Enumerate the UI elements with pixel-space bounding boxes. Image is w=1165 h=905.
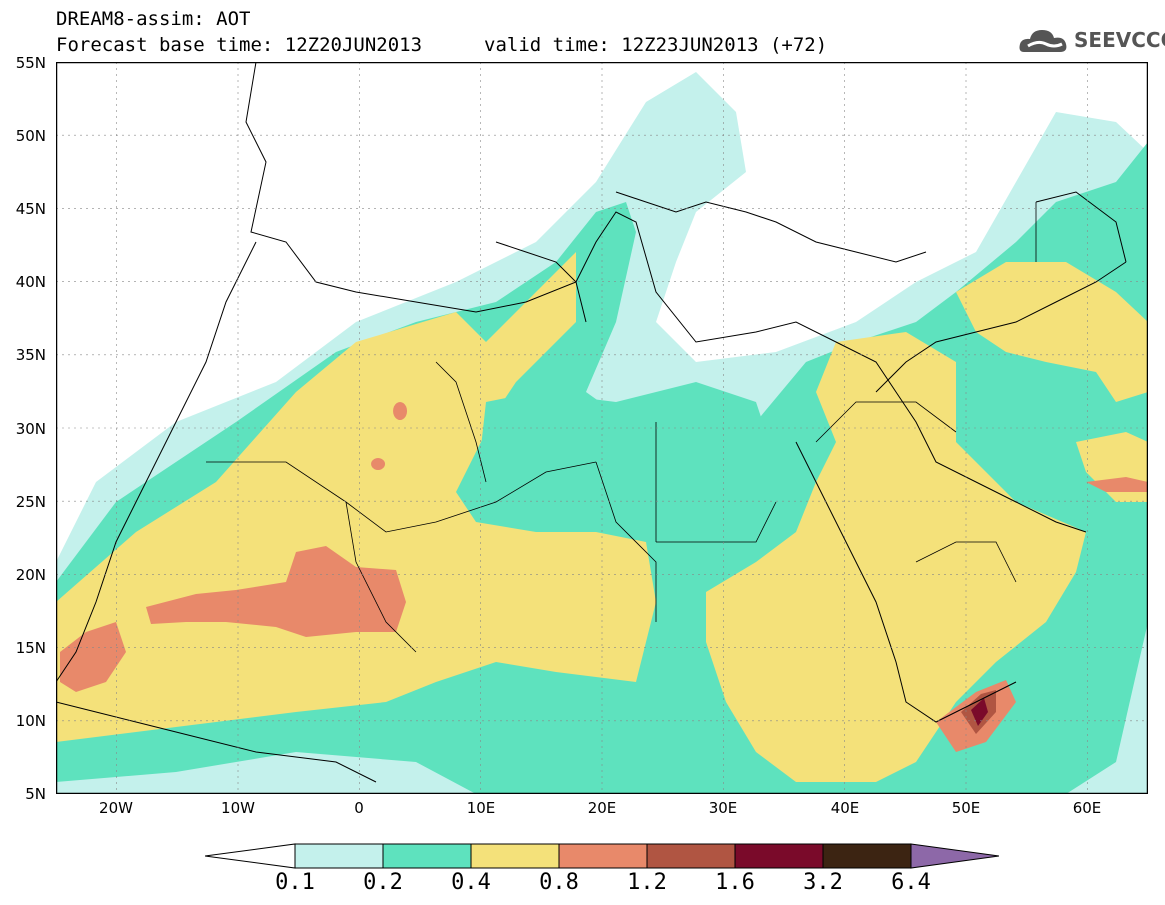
aot-band-0.8-spot2 [371,458,386,470]
title-line-2: Forecast base time: 12Z20JUN2013 [56,34,423,56]
lat-label-35n: 35N [15,346,46,364]
colorbar-label-0: 0.1 [275,870,315,895]
map-frame [56,62,1148,794]
lon-label-10e: 10E [466,799,496,817]
lat-label-25n: 25N [15,493,46,511]
colorbar-label-4: 1.2 [627,870,667,895]
colorbar-swatch-6 [822,843,912,869]
colorbar-label-7: 6.4 [891,870,931,895]
colorbar [204,841,1000,871]
colorbar-below-arrow [204,843,296,869]
colorbar-label-1: 0.2 [363,870,403,895]
borders [206,202,1037,653]
aot-band-0.8-gulf [1086,477,1148,492]
coastlines [56,62,1127,783]
colorbar-swatch-4 [646,843,736,869]
lat-label-5n: 5N [25,785,46,803]
lon-label-20e: 20E [587,799,617,817]
aot-map [56,62,1148,794]
colorbar-label-5: 1.6 [715,870,755,895]
lon-label-20w: 20W [99,799,133,817]
lat-label-45n: 45N [15,200,46,218]
lon-label-0: 0 [354,799,364,817]
lat-label-20n: 20N [15,566,46,584]
colorbar-above-arrow [910,843,1000,869]
lon-label-30e: 30E [708,799,738,817]
lat-label-40n: 40N [15,273,46,291]
lat-label-50n: 50N [15,127,46,145]
title-line-1: DREAM8-assim: AOT [56,8,251,30]
gridlines [56,62,1148,794]
colorbar-swatch-1 [382,843,472,869]
colorbar-swatch-5 [734,843,824,869]
aot-band-0.8-spot1 [393,402,408,420]
colorbar-label-2: 0.4 [451,870,491,895]
lat-label-15n: 15N [15,639,46,657]
lat-label-10n: 10N [15,712,46,730]
lon-label-40e: 40E [830,799,860,817]
aot-band-0.8-west [60,622,126,692]
aot-band-0.2-libya [476,382,816,562]
lat-label-30n: 30N [15,420,46,438]
title-line-3: valid time: 12Z23JUN2013 (+72) [484,34,828,56]
colorbar-swatch-3 [558,843,648,869]
colorbar-label-6: 3.2 [803,870,843,895]
lon-label-10w: 10W [221,799,255,817]
colorbar-swatch-0 [294,843,384,869]
colorbar-label-3: 0.8 [539,870,579,895]
lat-label-55n: 55N [15,54,46,72]
seevccc-logo: SEEVCCC [1018,22,1165,58]
lon-label-60e: 60E [1072,799,1102,817]
colorbar-svg [204,843,1000,869]
lon-label-50e: 50E [951,799,981,817]
colorbar-swatch-2 [470,843,560,869]
aot-band-0.4-iran [956,262,1148,402]
aot-band-0.8-sahel [146,546,406,637]
cloud-icon [1019,30,1067,52]
aot-band-1.6 [971,698,988,726]
aot-map-canvas [56,62,1148,794]
logo-text: SEEVCCC [1074,28,1165,52]
aot-band-0.4-arabia [706,332,1086,782]
